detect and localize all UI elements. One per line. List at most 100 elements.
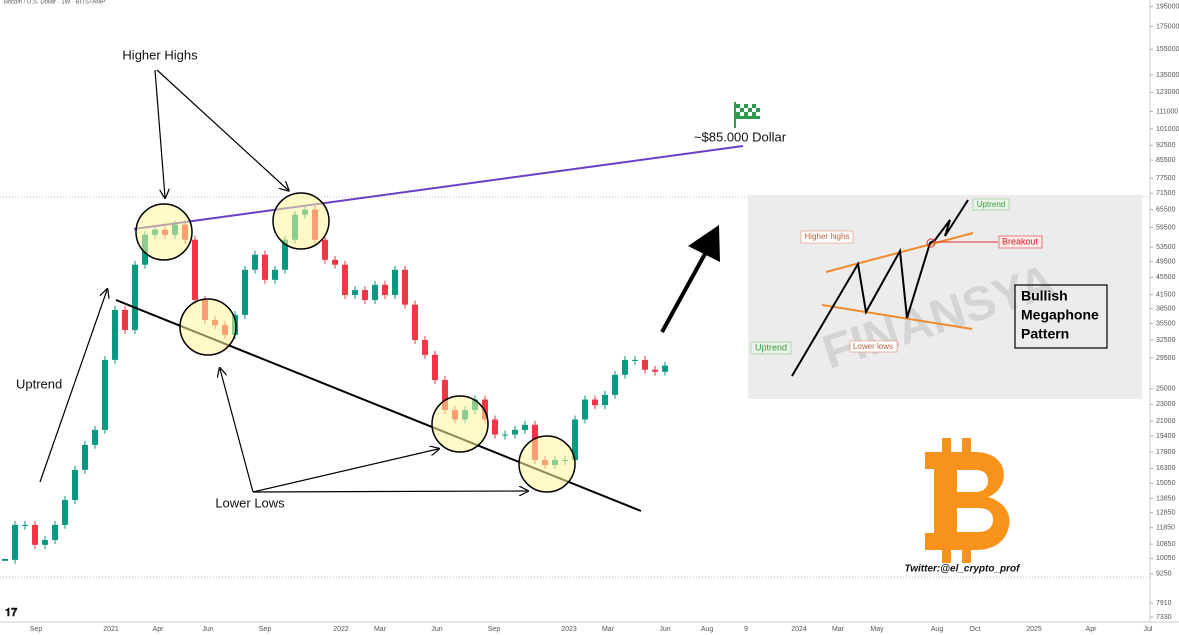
bitcoin-logo [925, 438, 1010, 563]
candle [112, 309, 118, 360]
resistance-line [133, 145, 744, 230]
y-tick-label: 45500 [1156, 274, 1176, 281]
y-tick-label: 7330 [1156, 614, 1172, 621]
tv-logo: 𝟏𝟕 [5, 607, 18, 619]
y-tick-label: 38500 [1156, 305, 1176, 312]
y-tick-label: 23000 [1156, 401, 1176, 408]
arrow [156, 69, 288, 190]
candle [32, 524, 38, 545]
candle [282, 239, 288, 270]
x-tick-label: Jun [202, 626, 213, 633]
x-tick-label: Mar [832, 626, 845, 633]
candle [652, 369, 658, 372]
candle [42, 540, 48, 545]
x-tick-label: Sep [30, 626, 43, 633]
candle [22, 524, 28, 526]
candle [82, 444, 88, 470]
inset-lower-line [821, 304, 973, 330]
arrow [252, 449, 438, 493]
arrows [39, 69, 527, 493]
y-tick-label: 59500 [1156, 224, 1176, 231]
candle [482, 399, 488, 420]
y-tick-label: 15050 [1156, 480, 1176, 487]
candle [402, 269, 408, 305]
candle [612, 374, 618, 395]
candle [62, 500, 68, 525]
y-tick-label: 53500 [1156, 244, 1176, 251]
y-tick-label: 49500 [1156, 259, 1176, 266]
candle [662, 365, 668, 372]
candle [192, 239, 198, 300]
candle [92, 429, 98, 445]
candle [342, 264, 348, 295]
x-tick-label: 2025 [1026, 626, 1042, 633]
candle [592, 399, 598, 406]
candle [352, 290, 358, 295]
candle [572, 419, 578, 461]
y-tick-label: 65500 [1156, 206, 1176, 213]
symbol-header: Bitcoin / U.S. Dollar · 1W · BITSTAMP [4, 0, 105, 6]
candle [622, 359, 628, 375]
arrow-head [688, 225, 720, 262]
x-tick-label: Mar [374, 626, 387, 633]
candle [262, 254, 268, 280]
y-tick-label: 123000 [1156, 89, 1179, 96]
candle [132, 264, 138, 330]
inset-uptrend-top: Uptrend [977, 200, 1005, 209]
pattern-title: Bullish [1021, 288, 1068, 304]
y-tick-label: 25000 [1156, 386, 1176, 393]
y-tick-label: 10050 [1156, 555, 1176, 562]
y-tick-label: 135000 [1156, 72, 1179, 79]
candle [412, 304, 418, 340]
x-tick-label: Apr [153, 626, 165, 633]
candle [332, 259, 338, 265]
highlight-circles [135, 192, 576, 493]
megaphone-inset: FINANSYA Uptrend Higher highs Breakout L… [748, 195, 1142, 399]
inset-higher-highs: Higher highs [805, 232, 850, 241]
price-axis: 195000 175000 155000 135000 123000 111000 1010… [1150, 3, 1179, 621]
candle [632, 359, 638, 361]
time-axis: Sep 2021 Apr Jun Sep 2022 Mar Jun Sep 2023 Mar Jun A… [30, 626, 1153, 633]
candle [492, 419, 498, 435]
candle [72, 469, 78, 501]
inset-breakout: Breakout [1002, 236, 1039, 246]
inset-lower-lows: Lower lows [853, 342, 893, 351]
label-higher-highs: Higher Highs [122, 47, 198, 62]
y-tick-label: 13850 [1156, 496, 1176, 503]
candle [442, 380, 448, 411]
y-tick-label: 21000 [1156, 418, 1176, 425]
y-tick-label: 71500 [1156, 190, 1176, 197]
pattern-title: Pattern [1021, 326, 1069, 342]
pattern-box [1014, 284, 1108, 349]
x-tick-label: Aug [931, 626, 944, 633]
x-tick-label: Jun [659, 626, 670, 633]
y-tick-label: 111000 [1156, 108, 1178, 115]
inset-breakout-mark [926, 238, 936, 248]
candle [642, 359, 648, 370]
candle [12, 524, 18, 560]
y-tick-label: 85500 [1156, 157, 1176, 164]
candle [362, 290, 368, 300]
candle [372, 284, 378, 300]
candle [2, 558, 8, 561]
arrow [220, 369, 254, 493]
x-tick-label: Jul [1144, 626, 1153, 633]
pattern-title: Megaphone [1021, 307, 1099, 323]
candle [272, 269, 278, 280]
label-target: ~$85.000 Dollar [694, 129, 787, 144]
arrow [154, 69, 165, 197]
x-tick-label: May [870, 626, 884, 633]
y-tick-label: 41500 [1156, 291, 1176, 298]
y-tick-label: 92500 [1156, 142, 1176, 149]
candle [122, 309, 128, 330]
y-tick-label: 155000 [1156, 46, 1179, 53]
y-tick-label: 7910 [1156, 600, 1172, 607]
flag-icon [734, 102, 760, 128]
x-tick-label: Sep [488, 626, 501, 633]
label-lower-lows: Lower Lows [215, 495, 285, 510]
y-tick-label: 77500 [1156, 175, 1176, 182]
candle [432, 354, 438, 381]
big-arrow [660, 225, 720, 333]
